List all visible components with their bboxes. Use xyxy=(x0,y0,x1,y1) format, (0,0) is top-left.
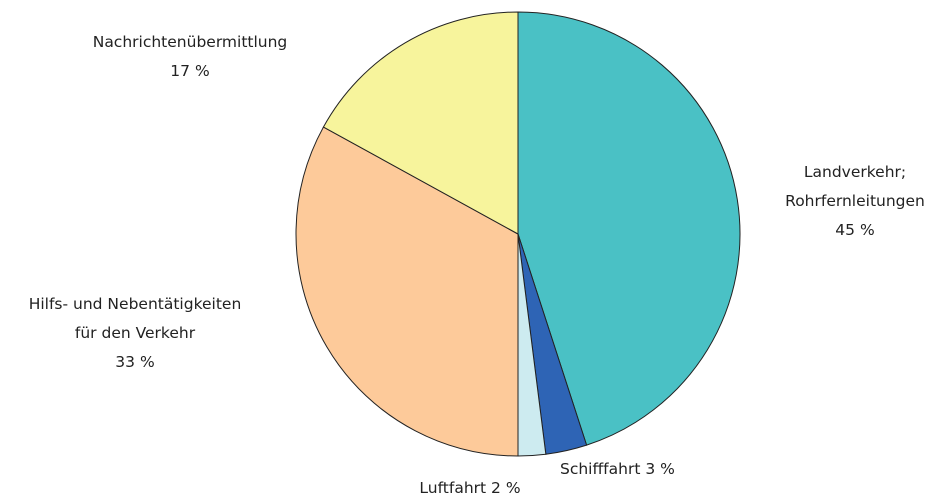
value-label: 33 % xyxy=(115,353,155,371)
slice-label: Landverkehr; Rohrfernleitungen 45 % xyxy=(775,158,935,245)
category-name: Schifffahrt xyxy=(560,460,641,478)
pie-slice xyxy=(517,11,741,446)
value-label: 2 % xyxy=(491,479,521,497)
slice-label: Schifffahrt 3 % xyxy=(560,455,730,484)
slice-label: Hilfs- und Nebentätigkeiten für den Verk… xyxy=(22,290,248,377)
slice-label: Luftfahrt 2 % xyxy=(380,474,560,503)
category-name: Landverkehr; Rohrfernleitungen xyxy=(785,163,925,210)
value-label: 45 % xyxy=(835,221,875,239)
category-name: Nachrichtenübermittlung xyxy=(92,33,288,51)
category-name: Luftfahrt xyxy=(419,479,487,497)
pie-slice xyxy=(295,126,519,457)
category-name: Hilfs- und Nebentätigkeiten für den Verk… xyxy=(28,295,242,342)
slice-label: Nachrichtenübermittlung 17 % xyxy=(80,28,300,86)
value-label: 17 % xyxy=(170,62,210,80)
value-label: 3 % xyxy=(645,460,675,478)
pie-slice xyxy=(322,11,519,235)
